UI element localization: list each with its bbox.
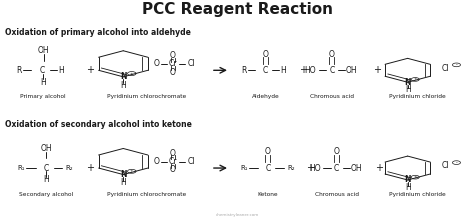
Text: +: + <box>86 65 94 75</box>
Text: N: N <box>120 170 127 179</box>
Text: +: + <box>86 163 94 173</box>
Text: chemistryleaner.com: chemistryleaner.com <box>215 213 259 217</box>
Text: C: C <box>40 66 46 75</box>
Text: O: O <box>170 68 176 77</box>
Text: Cr: Cr <box>169 59 177 68</box>
Text: Cl: Cl <box>187 157 195 166</box>
Text: -: - <box>456 160 457 165</box>
Text: R₂: R₂ <box>288 165 295 171</box>
Text: R₁: R₁ <box>18 165 25 171</box>
Text: Cl: Cl <box>442 64 449 73</box>
Text: HO: HO <box>305 66 316 75</box>
Text: H: H <box>405 85 410 94</box>
Text: Pyridinium chlorochromate: Pyridinium chlorochromate <box>107 94 187 99</box>
Text: +: + <box>413 77 417 81</box>
Text: Cl: Cl <box>442 161 449 170</box>
Text: H: H <box>405 183 410 192</box>
Text: N: N <box>404 175 411 184</box>
Text: Cr: Cr <box>169 157 177 166</box>
Text: -: - <box>456 62 457 67</box>
Text: O: O <box>263 49 268 58</box>
Text: O: O <box>334 147 339 156</box>
Text: O: O <box>170 165 176 174</box>
Text: H: H <box>281 66 286 75</box>
Text: H: H <box>44 175 49 184</box>
Text: R: R <box>16 66 22 75</box>
Text: C: C <box>334 164 339 172</box>
Text: Cl: Cl <box>187 59 195 68</box>
Text: +: + <box>300 65 307 75</box>
Text: Chromous acid: Chromous acid <box>310 94 354 99</box>
Text: N: N <box>120 72 127 81</box>
Text: OH: OH <box>351 164 362 172</box>
Text: Pyridinium chlorochromate: Pyridinium chlorochromate <box>107 192 187 197</box>
Text: C: C <box>263 66 268 75</box>
Text: H: H <box>40 78 46 87</box>
Text: Aldehyde: Aldehyde <box>252 94 279 99</box>
Text: R: R <box>241 66 247 75</box>
Text: +: + <box>130 72 134 76</box>
Text: PCC Reagent Reaction: PCC Reagent Reaction <box>142 2 332 17</box>
Text: O: O <box>170 51 176 60</box>
Text: Oxidation of secondary alcohol into ketone: Oxidation of secondary alcohol into keto… <box>5 120 191 129</box>
Text: Ketone: Ketone <box>257 192 278 197</box>
Text: OH: OH <box>346 66 357 75</box>
Text: H: H <box>120 178 126 187</box>
Text: C: C <box>329 66 335 75</box>
Text: C: C <box>44 164 49 172</box>
Text: R₂: R₂ <box>65 165 73 171</box>
Text: +: + <box>375 163 383 173</box>
Text: OH: OH <box>38 46 49 55</box>
Text: H: H <box>120 81 126 90</box>
Text: Primary alcohol: Primary alcohol <box>20 94 65 99</box>
Text: R₁: R₁ <box>240 165 248 171</box>
Text: HO: HO <box>310 164 321 172</box>
Text: +: + <box>307 163 314 173</box>
Text: +: + <box>130 169 134 173</box>
Text: O: O <box>154 157 159 166</box>
Text: Pyridinium chloride: Pyridinium chloride <box>389 192 446 197</box>
Text: Pyridinium chloride: Pyridinium chloride <box>389 94 446 99</box>
Text: Secondary alcohol: Secondary alcohol <box>19 192 73 197</box>
Text: C: C <box>265 164 271 172</box>
Text: H: H <box>59 66 64 75</box>
Text: O: O <box>329 49 335 58</box>
Text: O: O <box>154 59 159 68</box>
Text: N: N <box>404 78 411 87</box>
Text: Chromous acid: Chromous acid <box>315 192 358 197</box>
Text: +: + <box>373 65 381 75</box>
Text: O: O <box>170 149 176 158</box>
Text: +: + <box>413 175 417 179</box>
Text: O: O <box>265 147 271 156</box>
Text: Oxidation of primary alcohol into aldehyde: Oxidation of primary alcohol into aldehy… <box>5 28 191 37</box>
Text: OH: OH <box>41 144 52 153</box>
